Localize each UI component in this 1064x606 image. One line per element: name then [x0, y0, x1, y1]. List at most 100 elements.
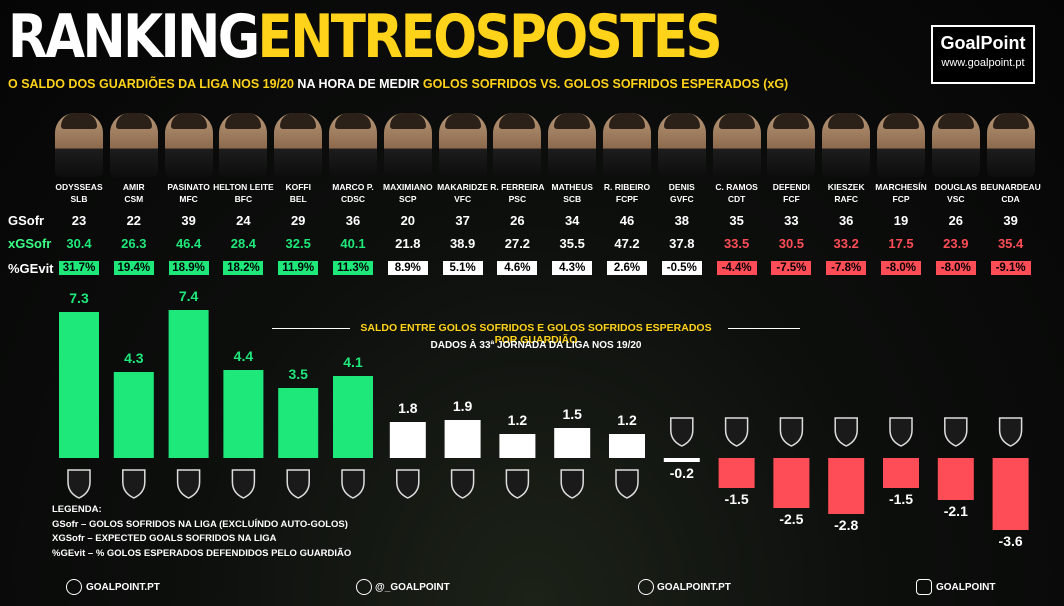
goals-prevented-pct-badge: -7.8%: [826, 261, 867, 275]
player-name: R. RIBEIRO: [603, 182, 651, 192]
chart-subtitle: DADOS À 33ª JORNADA DA LIGA NOS 19/20: [430, 340, 642, 351]
bar-cdt: [718, 458, 755, 488]
row-label-pct: %GEvit: [8, 261, 54, 276]
player-club: SCP: [399, 194, 417, 204]
club-crest-icon: [505, 469, 530, 499]
goals-conceded-cell: 26: [948, 213, 964, 228]
player-name: DEFENDI: [772, 182, 811, 192]
player-name: KIESZEK: [827, 182, 865, 192]
goals-conceded-cell: 22: [126, 213, 142, 228]
chart-title-rule-right: [728, 328, 800, 329]
expected-goals-cell: 32.5: [285, 236, 311, 251]
goals-prevented-pct-badge: 8.9%: [387, 261, 428, 275]
player-photo: [712, 113, 761, 177]
title-part-entreospostes: ENTREOSPOSTES: [257, 2, 723, 72]
goals-prevented-pct-badge: 2.6%: [607, 261, 647, 275]
footer-facebook[interactable]: GOALPOINT.PT: [657, 582, 731, 593]
goals-conceded-cell: 24: [236, 213, 251, 228]
subtitle-part-a: O SALDO DOS GUARDIÕES DA LIGA NOS 19/20: [8, 77, 294, 91]
player-photo-hair: [389, 113, 426, 129]
bar-value-label: -1.5: [889, 491, 913, 507]
goals-conceded-cell: 33: [784, 213, 799, 228]
bar-value-label: -0.2: [670, 465, 694, 481]
bar-fcp: [883, 458, 919, 488]
expected-goals-cell: 35.5: [559, 236, 585, 251]
player-club: SLB: [70, 194, 88, 204]
expected-goals-cell: 40.1: [340, 236, 366, 251]
expected-goals-cell: 21.8: [395, 236, 421, 251]
player-club: GVFC: [669, 194, 694, 204]
club-crest-icon: [341, 469, 365, 499]
chart-title: SALDO ENTRE GOLOS SOFRIDOS E GOLOS SOFRI…: [360, 322, 712, 346]
expected-goals-cell: 38.9: [449, 236, 476, 251]
row-label-xg: xGSofr: [8, 236, 52, 251]
chart-title-rule-left: [272, 328, 350, 329]
player-name: DENIS: [668, 182, 695, 192]
footer-website[interactable]: GOALPOINT.PT: [86, 582, 160, 593]
player-photo-hair: [170, 113, 207, 129]
player-photo-hair: [828, 113, 865, 129]
player-name-block: ODYSSEAS SLB: [48, 181, 110, 205]
goalpoint-logo[interactable]: GoalPoint www.goalpoint.pt: [931, 25, 1035, 84]
player-name: PASINATO: [167, 182, 210, 192]
bar-value-label: -2.5: [779, 511, 803, 527]
expected-goals-cell: 17.5: [888, 236, 914, 251]
player-name-block: R. RIBEIRO FCPF: [596, 181, 658, 205]
club-crest-icon: [998, 417, 1023, 447]
club-crest-icon: [450, 469, 475, 499]
player-photo: [109, 113, 158, 177]
bar-value-label: 1.5: [562, 406, 582, 422]
expected-goals-cell: 27.2: [504, 236, 531, 251]
player-photo-hair: [609, 113, 645, 129]
player-photo: [877, 113, 925, 177]
bar-cda: [992, 458, 1029, 530]
player-name: MATHEUS: [551, 182, 593, 192]
bar-scp: [389, 422, 426, 458]
bar-csm: [113, 372, 154, 458]
bar-value-label: 1.2: [508, 412, 528, 428]
subtitle: O SALDO DOS GUARDIÕES DA LIGA NOS 19/20 …: [8, 77, 788, 91]
player-name: R. FERREIRA: [490, 182, 545, 192]
expected-goals-cell: 23.9: [943, 236, 969, 251]
goals-prevented-pct-badge: 5.1%: [442, 261, 483, 275]
player-photo-hair: [554, 113, 591, 129]
expected-goals-cell: 46.4: [175, 236, 202, 251]
logo-brand-a: Goal: [940, 33, 981, 53]
goals-conceded-cell: 36: [838, 213, 854, 228]
player-name-block: AMIR CSM: [103, 181, 165, 205]
goals-conceded-cell: 39: [181, 213, 196, 228]
legend-line-xg: XGSofr – EXPECTED GOALS SOFRIDOS NA LIGA: [52, 533, 277, 544]
expected-goals-cell: 47.2: [614, 236, 640, 251]
bar-cdsc: [333, 376, 373, 458]
player-photo: [986, 113, 1035, 177]
footer-instagram[interactable]: GOALPOINT: [936, 582, 996, 593]
goals-conceded-cell: 37: [455, 213, 470, 228]
player-photo-hair: [773, 113, 810, 129]
legend: LEGENDA: GSofr – GOLOS SOFRIDOS NA LIGA …: [52, 503, 351, 561]
legend-heading: LEGENDA:: [52, 504, 102, 515]
footer-twitter[interactable]: @_GOALPOINT: [375, 582, 450, 593]
bar-vfc: [444, 420, 481, 458]
player-photo: [55, 113, 103, 177]
page-title: RANKINGENTREOSPOSTES: [8, 2, 723, 72]
expected-goals-cell: 28.4: [230, 236, 257, 251]
player-club: MFC: [179, 194, 198, 204]
bar-value-label: 1.2: [617, 412, 637, 428]
club-crest-icon: [67, 469, 91, 499]
bar-value-label: 1.8: [398, 400, 418, 416]
player-photo-hair: [992, 113, 1029, 129]
player-name-block: BEUNARDEAU CDA: [980, 181, 1042, 205]
club-crest-icon: [560, 469, 584, 499]
player-photo: [931, 113, 980, 177]
club-crest-icon: [670, 417, 694, 447]
player-name: MAKARIDZE: [437, 182, 489, 192]
player-name-block: MARCHESÍN FCP: [870, 181, 932, 205]
player-club: CSM: [124, 194, 144, 204]
player-photo-hair: [937, 113, 974, 129]
player-name-block: HELTON LEITE BFC: [212, 181, 274, 205]
logo-brand-b: Point: [980, 33, 1026, 53]
player-club: CDT: [727, 194, 746, 204]
bar-psc: [499, 434, 536, 458]
bar-value-label: 3.5: [288, 366, 308, 382]
bar-rafc: [828, 458, 865, 514]
